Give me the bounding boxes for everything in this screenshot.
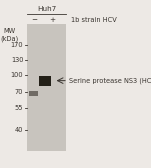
Text: 170: 170	[11, 41, 23, 48]
Bar	[29, 91, 38, 96]
Text: 70: 70	[15, 89, 23, 95]
Bar	[27, 24, 66, 151]
Text: MW: MW	[4, 28, 16, 34]
Text: 1b strain HCV: 1b strain HCV	[71, 17, 117, 24]
Text: 130: 130	[11, 57, 23, 63]
Text: Huh7: Huh7	[37, 6, 56, 12]
Bar	[39, 76, 51, 86]
Text: Serine protease NS3 (HCV): Serine protease NS3 (HCV)	[69, 77, 151, 84]
Text: +: +	[49, 17, 55, 24]
Text: −: −	[31, 17, 37, 24]
Text: 40: 40	[15, 127, 23, 133]
Text: 55: 55	[15, 105, 23, 111]
Text: 100: 100	[11, 72, 23, 78]
Text: (kDa): (kDa)	[1, 35, 19, 42]
